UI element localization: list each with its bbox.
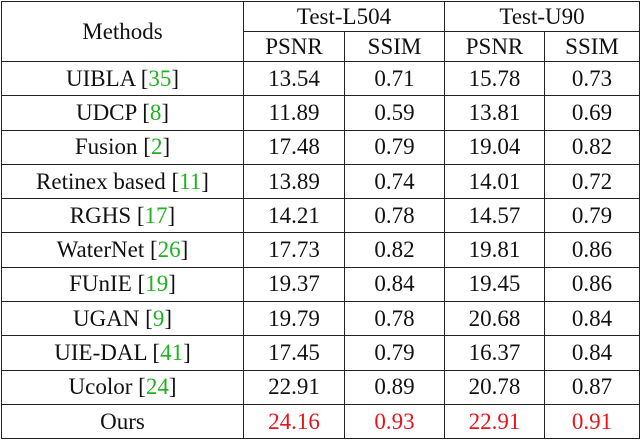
value-cell: 16.37 xyxy=(444,335,546,371)
citation: 8 xyxy=(142,100,169,125)
value-cell: 0.69 xyxy=(544,95,640,131)
method-cell: UDCP 8 xyxy=(1,95,244,131)
value-cell: 0.84 xyxy=(544,335,640,371)
method-name: Ours xyxy=(100,408,145,434)
method-cell: UGAN 9 xyxy=(1,301,244,337)
method-name: Fusion xyxy=(74,134,138,160)
value-cell: 19.04 xyxy=(444,129,546,165)
value-cell: 0.91 xyxy=(544,403,640,440)
method-name: WaterNet xyxy=(56,237,145,263)
value-cell: 19.79 xyxy=(243,301,345,337)
value-cell: 13.81 xyxy=(444,95,546,131)
value-cell: 14.21 xyxy=(243,198,345,234)
citation: 41 xyxy=(152,340,190,365)
value-cell: 17.73 xyxy=(243,232,345,268)
table-row: Ours 24.16 0.93 22.91 0.91 xyxy=(1,403,640,440)
value-cell: 0.78 xyxy=(343,198,446,234)
value-cell: 19.45 xyxy=(444,266,546,303)
citation: 26 xyxy=(150,237,188,262)
value-cell: 11.89 xyxy=(243,95,345,131)
group-header: Test-U90 xyxy=(444,1,640,32)
method-cell: Fusion 2 xyxy=(1,129,244,165)
method-name: RGHS xyxy=(69,202,132,228)
value-cell: 0.84 xyxy=(544,301,640,337)
value-cell: 0.79 xyxy=(343,335,446,371)
value-cell: 0.84 xyxy=(343,266,446,303)
value-cell: 0.71 xyxy=(343,60,446,97)
value-cell: 0.74 xyxy=(343,163,446,200)
citation: 24 xyxy=(138,374,176,399)
metric-header: SSIM xyxy=(343,31,446,62)
value-cell: 0.87 xyxy=(544,369,640,405)
value-cell: 15.78 xyxy=(444,60,546,97)
method-name: Retinex based xyxy=(36,168,166,194)
value-cell: 0.78 xyxy=(343,301,446,337)
value-cell: 0.82 xyxy=(544,129,640,165)
method-cell: WaterNet 26 xyxy=(1,232,244,268)
method-cell: FUnIE 19 xyxy=(1,266,244,303)
method-cell: Retinex based 11 xyxy=(1,163,244,200)
value-cell: 24.16 xyxy=(243,403,345,440)
value-cell: 22.91 xyxy=(243,369,345,405)
value-cell: 0.79 xyxy=(343,129,446,165)
value-cell: 20.78 xyxy=(444,369,546,405)
value-cell: 17.45 xyxy=(243,335,345,371)
value-cell: 0.93 xyxy=(343,403,446,440)
method-name: UGAN xyxy=(72,305,140,331)
method-cell: Ours xyxy=(1,403,244,440)
value-cell: 14.01 xyxy=(444,163,546,200)
value-cell: 22.91 xyxy=(444,403,546,440)
value-cell: 17.48 xyxy=(243,129,345,165)
value-cell: 0.79 xyxy=(544,198,640,234)
value-cell: 0.86 xyxy=(544,266,640,303)
method-cell: RGHS 17 xyxy=(1,198,244,234)
value-cell: 19.81 xyxy=(444,232,546,268)
citation: 35 xyxy=(141,66,179,91)
value-cell: 13.54 xyxy=(243,60,345,97)
header-cell: Methods xyxy=(1,1,244,62)
citation: 11 xyxy=(171,169,209,194)
method-name: UIE-DAL xyxy=(54,340,147,366)
value-cell: 0.86 xyxy=(544,232,640,268)
value-cell: 19.37 xyxy=(243,266,345,303)
method-name: UIBLA xyxy=(65,65,135,91)
metric-header: SSIM xyxy=(544,31,640,62)
value-cell: 13.89 xyxy=(243,163,345,200)
method-name: FUnIE xyxy=(69,271,132,297)
method-cell: UIBLA 35 xyxy=(1,60,244,97)
citation: 9 xyxy=(145,306,172,331)
value-cell: 0.73 xyxy=(544,60,640,97)
value-cell: 0.72 xyxy=(544,163,640,200)
group-header: Test-L504 xyxy=(242,1,446,32)
value-cell: 0.59 xyxy=(343,95,446,131)
metric-header: PSNR xyxy=(243,31,345,62)
value-cell: 14.57 xyxy=(444,198,546,234)
method-name: UDCP xyxy=(75,99,137,125)
method-name: Ucolor xyxy=(68,374,133,400)
metric-header: PSNR xyxy=(444,31,546,62)
value-cell: 20.68 xyxy=(444,301,546,337)
value-cell: 0.82 xyxy=(343,232,446,268)
citation: 17 xyxy=(137,203,175,228)
citation: 19 xyxy=(138,271,176,296)
citation: 2 xyxy=(143,134,170,159)
value-cell: 0.89 xyxy=(343,369,446,405)
method-cell: Ucolor 24 xyxy=(1,369,244,405)
method-cell: UIE-DAL 41 xyxy=(1,335,244,371)
